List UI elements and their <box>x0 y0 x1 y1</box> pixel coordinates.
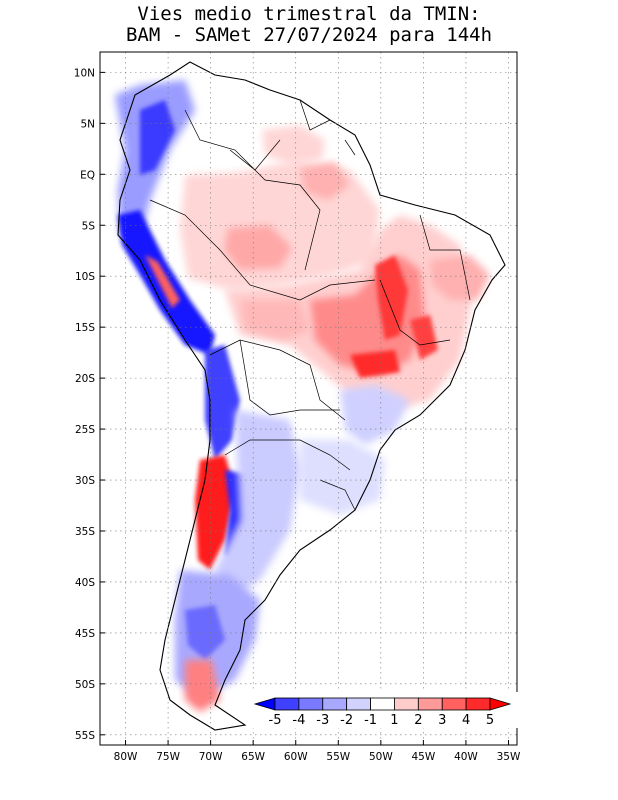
northeast-brazil-warm <box>430 255 490 300</box>
colorbar-bin <box>370 697 395 711</box>
map-title-line-1: Vies medio trimestral da TMIN: <box>137 3 481 25</box>
colorbar-level-label: -5 <box>269 713 282 728</box>
central-brazil-strong-warm-c <box>410 315 438 360</box>
colorbar-bin <box>394 697 419 711</box>
lon-tick-label: 70W <box>199 751 223 763</box>
country-borders <box>149 99 471 511</box>
colorbar-level-label: -2 <box>340 713 353 728</box>
south-patagonia-warm <box>185 660 220 712</box>
lat-tick-label: 10S <box>75 271 95 283</box>
colorbar-level-label: 1 <box>390 713 398 728</box>
colorbar-bin <box>417 697 443 711</box>
colorbar-bin <box>465 697 491 711</box>
patagonia-strong-cold <box>185 605 225 660</box>
lat-tick-label: 5S <box>82 220 96 232</box>
colorbar-bin <box>441 697 467 711</box>
atacama-cold <box>205 345 240 460</box>
lon-tick-label: 80W <box>114 751 138 763</box>
lat-tick-label: 20S <box>75 373 95 385</box>
lat-tick-label: 5N <box>80 118 95 130</box>
map-gridlines <box>100 52 517 745</box>
colorbar-bin <box>322 697 348 711</box>
amazon-warm-spot <box>224 225 292 270</box>
guianas-weak-warm <box>262 125 325 165</box>
colorbar-bin <box>346 697 371 711</box>
argentina-weak-cold <box>215 410 300 600</box>
lon-tick-label: 35W <box>497 751 521 763</box>
lon-tick-label: 60W <box>284 751 308 763</box>
southeast-weak-cold <box>340 385 410 445</box>
colorbar-level-label: -4 <box>292 713 305 728</box>
longitude-axis: 80W 75W 70W 65W 60W 55W 50W 45W 40W 35W <box>114 740 521 763</box>
lat-tick-label: 45S <box>75 628 95 640</box>
central-brazil-strong-warm-a <box>375 255 408 340</box>
central-brazil-strong-warm-b <box>350 350 400 378</box>
map-frame <box>99 51 518 746</box>
lat-tick-label: 50S <box>75 679 95 691</box>
colorbar-level-label: 4 <box>462 713 470 728</box>
lon-tick-label: 50W <box>369 751 393 763</box>
north-warm-spot <box>300 162 350 200</box>
colorbar: -5 -4 -3 -2 -1 1 2 3 4 5 <box>247 692 518 728</box>
lat-tick-label: 15S <box>75 322 95 334</box>
north-andes-strong-cold <box>140 100 175 175</box>
lon-tick-label: 75W <box>156 751 180 763</box>
colorbar-level-label: -1 <box>364 713 377 728</box>
colorbar-max-arrow <box>489 697 512 711</box>
lat-tick-label: 25S <box>75 424 95 436</box>
colorbar-bin <box>274 697 300 711</box>
lon-tick-label: 40W <box>454 751 478 763</box>
bolivia-warm <box>240 300 310 340</box>
lat-tick-label: 30S <box>75 475 95 487</box>
lat-tick-label: 10N <box>74 67 95 79</box>
bias-shading <box>115 80 490 712</box>
colorbar-level-label: 2 <box>414 713 422 728</box>
colorbar-level-label: 5 <box>486 713 494 728</box>
lat-tick-label: 55S <box>75 730 95 742</box>
central-chile-strong-warm <box>195 455 235 570</box>
colorbar-level-label: 3 <box>438 713 446 728</box>
lat-tick-label: 35S <box>75 526 95 538</box>
lat-tick-label: 40S <box>75 577 95 589</box>
colorbar-level-label: -3 <box>316 713 329 728</box>
south-america-coastline <box>117 61 506 731</box>
south-brazil-weak-cold <box>300 440 385 515</box>
colorbar-bin <box>298 697 324 711</box>
lat-tick-label: EQ <box>80 169 95 181</box>
lon-tick-label: 55W <box>326 751 350 763</box>
lon-tick-label: 65W <box>241 751 265 763</box>
lon-tick-label: 45W <box>412 751 436 763</box>
peru-andes-mixed-warm <box>145 255 180 308</box>
latitude-axis: 10N 5N EQ 5S 10S 15S 20S 25S 30S 35S 40S 45S 50S 55S <box>74 67 105 742</box>
map-title-line-2: BAM - SAMet 27/07/2024 para 144h <box>125 24 493 46</box>
